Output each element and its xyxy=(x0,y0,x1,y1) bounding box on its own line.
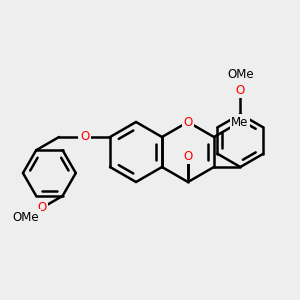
Text: O: O xyxy=(80,130,89,143)
Text: O: O xyxy=(183,150,193,163)
Text: O: O xyxy=(38,201,46,214)
Text: OMe: OMe xyxy=(13,211,39,224)
Text: Me: Me xyxy=(231,116,249,128)
Text: O: O xyxy=(236,84,245,97)
Text: O: O xyxy=(183,116,193,128)
Text: OMe: OMe xyxy=(227,68,254,81)
